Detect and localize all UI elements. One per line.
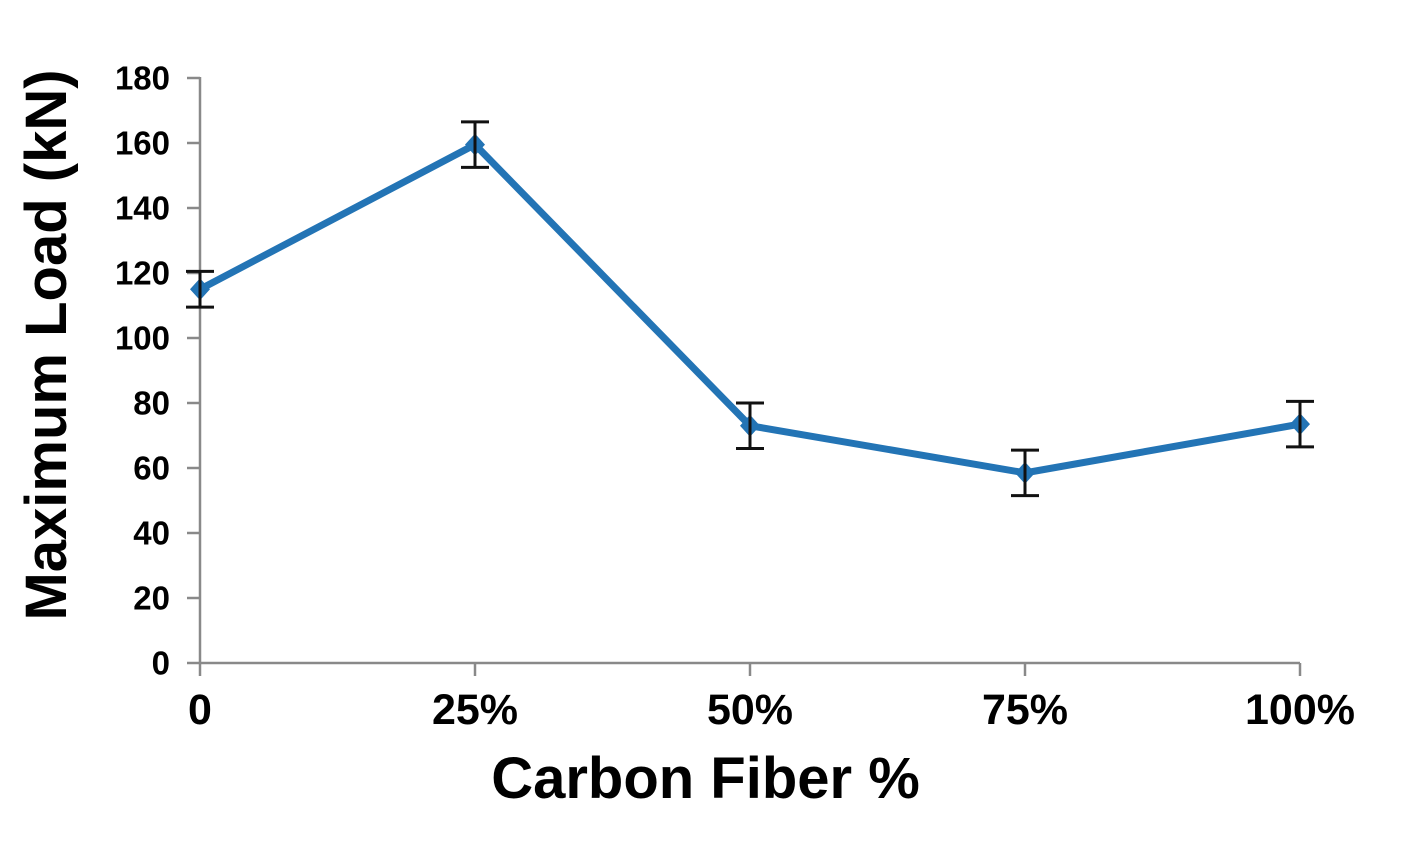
y-tick-label: 80 xyxy=(133,385,170,422)
y-tick-label: 40 xyxy=(133,515,170,552)
y-tick-label: 180 xyxy=(115,60,170,97)
y-tick-label: 120 xyxy=(115,255,170,292)
x-tick-label: 50% xyxy=(707,686,793,734)
x-tick-label: 75% xyxy=(982,686,1068,734)
y-tick-label: 140 xyxy=(115,190,170,227)
x-tick-label: 0 xyxy=(188,686,212,734)
y-tick-label: 20 xyxy=(133,580,170,617)
y-tick-label: 160 xyxy=(115,125,170,162)
y-tick-label: 60 xyxy=(133,450,170,487)
x-tick-label: 100% xyxy=(1245,686,1355,734)
x-axis-title: Carbon Fiber % xyxy=(491,746,920,811)
y-axis-title: Maximum Load (kN) xyxy=(14,69,79,621)
y-tick-label: 100 xyxy=(115,320,170,357)
x-tick-label: 25% xyxy=(432,686,518,734)
y-tick-label: 0 xyxy=(152,645,170,682)
